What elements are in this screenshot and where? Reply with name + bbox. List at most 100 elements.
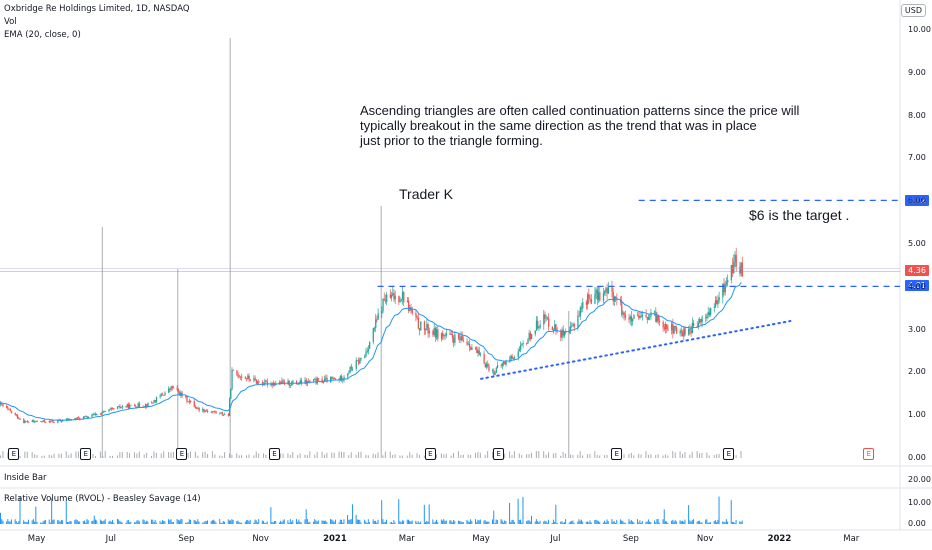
- candle-body: [655, 311, 657, 323]
- vol-legend[interactable]: Vol: [4, 17, 17, 27]
- rvol-bar: [701, 522, 703, 524]
- rvol-bar: [640, 522, 642, 524]
- last-price-tag: 4.36: [905, 265, 929, 276]
- volume-bar: [292, 452, 294, 458]
- candle-body: [341, 376, 343, 381]
- volume-bar: [511, 455, 513, 458]
- candle-body: [577, 315, 579, 328]
- volume-bar: [367, 455, 369, 458]
- rvol-bar: [727, 521, 729, 524]
- rvol-bar: [136, 520, 138, 524]
- earnings-marker[interactable]: E: [8, 448, 20, 460]
- rvol-bar: [119, 521, 121, 524]
- time-axis-tick: May: [27, 534, 46, 544]
- candle-body: [505, 360, 507, 365]
- ema-legend[interactable]: EMA (20, close, 0): [4, 30, 81, 40]
- candle-body: [137, 403, 139, 408]
- earnings-marker[interactable]: E: [80, 448, 92, 460]
- inside-bar-pane-title[interactable]: Inside Bar: [4, 473, 47, 483]
- candle-body: [188, 401, 191, 403]
- volume-bar: [314, 454, 316, 458]
- rvol-bar: [316, 521, 318, 524]
- rvol-bar: [154, 520, 156, 524]
- volume-bar: [418, 454, 420, 458]
- rvol-bar: [76, 520, 78, 524]
- candle-body: [194, 406, 197, 408]
- rvol-bar: [14, 519, 16, 524]
- rvol-bar: [312, 521, 314, 524]
- rvol-pane-title[interactable]: Relative Volume (RVOL) - Beasley Savage …: [4, 494, 201, 504]
- rvol-bar: [513, 522, 515, 524]
- candle-body: [646, 317, 648, 320]
- candle-body: [40, 421, 42, 423]
- volume-bar: [189, 451, 191, 458]
- volume-bar: [155, 452, 157, 458]
- rvol-bar: [605, 522, 607, 524]
- rvol-bar: [180, 519, 182, 524]
- rvol-bar: [423, 504, 425, 524]
- price-axis-tick: 10.00: [908, 25, 931, 34]
- rvol-bar: [304, 519, 306, 524]
- volume-bar: [170, 452, 172, 458]
- candle-body: [478, 350, 480, 355]
- rvol-bar: [433, 522, 435, 524]
- candle-body: [239, 376, 242, 378]
- candle-body: [716, 300, 718, 305]
- rvol-bar: [60, 519, 62, 524]
- candle-body: [517, 351, 519, 358]
- rvol-bar: [360, 522, 362, 524]
- rvol-bar: [543, 521, 545, 524]
- candle-body: [153, 400, 155, 403]
- rvol-bar: [275, 520, 277, 524]
- candle-body: [459, 338, 461, 341]
- earnings-marker[interactable]: E: [723, 448, 735, 460]
- earnings-marker[interactable]: E: [493, 448, 505, 460]
- volume-bar: [538, 451, 540, 458]
- candle-body: [76, 417, 79, 420]
- volume-bar: [382, 455, 384, 458]
- candle-body: [211, 411, 214, 413]
- rvol-bar: [323, 520, 325, 524]
- rvol-bar: [193, 519, 195, 524]
- volume-bar: [228, 453, 230, 458]
- rvol-bar: [289, 519, 291, 524]
- rvol-bar: [75, 519, 77, 524]
- candle-body: [692, 322, 695, 326]
- rvol-bar: [334, 519, 336, 524]
- rvol-bar: [84, 520, 86, 524]
- candle-body: [317, 378, 320, 380]
- rvol-bar: [522, 496, 524, 524]
- rvol-bar: [94, 519, 96, 524]
- rvol-bar: [500, 519, 502, 524]
- volume-bar: [306, 455, 308, 458]
- earnings-marker[interactable]: E: [176, 448, 188, 460]
- candle-body: [450, 334, 452, 335]
- volume-bar: [655, 454, 657, 458]
- candle-body: [198, 407, 200, 411]
- candle-body: [733, 261, 735, 274]
- rvol-bar: [530, 515, 532, 524]
- earnings-marker[interactable]: E: [269, 448, 281, 460]
- symbol-title[interactable]: Oxbridge Re Holdings Limited, 1D, NASDAQ: [4, 4, 190, 14]
- rvol-bar: [734, 522, 736, 524]
- rvol-bar: [31, 520, 33, 524]
- candle-body: [699, 319, 701, 323]
- rvol-bar: [382, 519, 384, 524]
- rvol-bar: [724, 522, 726, 524]
- candle-body: [330, 377, 332, 383]
- rvol-bar: [15, 521, 17, 524]
- candle-body: [57, 420, 59, 423]
- volume-bar: [513, 451, 515, 458]
- earnings-marker[interactable]: E: [424, 448, 436, 460]
- rvol-bar: [170, 519, 172, 524]
- rvol-bar: [573, 522, 575, 524]
- earnings-marker[interactable]: E: [863, 448, 875, 460]
- volume-bar: [377, 452, 379, 458]
- rvol-bar: [26, 522, 28, 524]
- rvol-bar: [628, 519, 630, 524]
- candle-body: [392, 293, 394, 296]
- rvol-bar: [527, 520, 529, 524]
- rvol-bar: [435, 519, 437, 524]
- currency-badge[interactable]: USD: [900, 4, 926, 17]
- earnings-marker[interactable]: E: [611, 448, 623, 460]
